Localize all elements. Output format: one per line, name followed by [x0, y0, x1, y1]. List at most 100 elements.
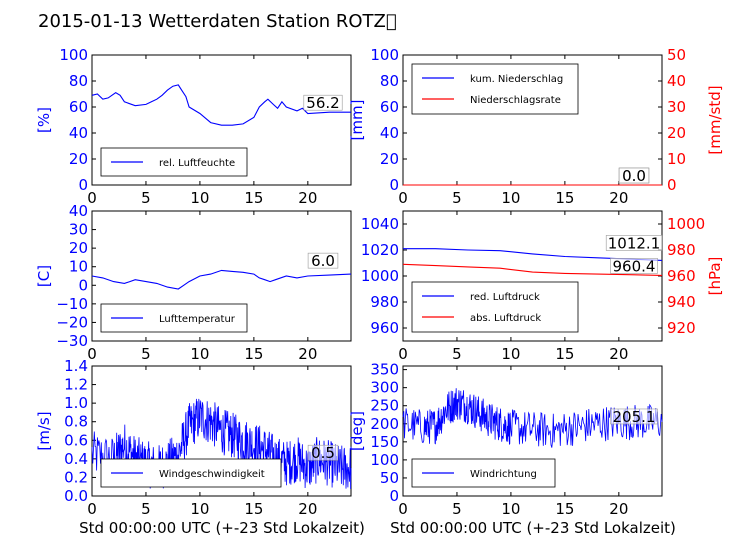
value-annotation: 205.1: [613, 408, 656, 426]
legend-entry: kum. Niederschlag: [470, 74, 563, 85]
y-tick-label: 40: [69, 202, 88, 220]
x-tick-label: 15: [555, 345, 574, 363]
legend-entry: Niederschlagsrate: [470, 95, 561, 106]
legend-entry: abs. Luftdruck: [470, 313, 541, 324]
y-tick-label: 10: [69, 258, 88, 276]
series-line-1: [91, 84, 351, 126]
y-tick-label: 1020: [361, 241, 399, 259]
x-tick-label: 15: [244, 345, 263, 363]
chart-title: 2015-01-13 Wetterdaten Station ROTZ : [38, 11, 397, 32]
legend-entry: Windrichtung: [470, 469, 537, 480]
x-tick-label: 0: [87, 345, 97, 363]
series-line-1: [91, 269, 352, 290]
y-tick-label: 1.4: [64, 357, 88, 375]
y-tick-label: 0.4: [64, 450, 88, 468]
value-annotation-box: [610, 408, 658, 425]
y-right-axis-label: [mm/std]: [706, 85, 724, 154]
y-tick-label: 40: [380, 124, 399, 142]
x-tick-label: 5: [452, 189, 462, 207]
y-tick-label: 20: [380, 150, 399, 168]
y-axis-label: [m/s]: [35, 411, 53, 450]
plot-frame-6: [402, 365, 663, 497]
y-tick-label: 20: [69, 150, 88, 168]
x-tick-label: 0: [398, 189, 408, 207]
x-tick-label: 10: [501, 189, 520, 207]
y-tick-label: 80: [69, 72, 88, 90]
y-axis-label: [C]: [35, 265, 53, 287]
x-tick-label: 15: [244, 500, 263, 518]
y-tick-label: 0.2: [64, 468, 88, 486]
x-tick-label: 15: [244, 189, 263, 207]
x-tick-label: 20: [298, 189, 317, 207]
plot-frame-1: [91, 54, 352, 186]
y-tick-label: 0: [389, 487, 399, 505]
y-tick-label: −20: [56, 313, 88, 331]
y-tick-label: 0.0: [64, 487, 88, 505]
x-tick-label: 20: [298, 500, 317, 518]
y-tick-label: 100: [370, 46, 399, 64]
y-right-tick-label: 50: [667, 46, 686, 64]
value-annotation: 56.2: [306, 94, 339, 112]
y-right-tick-label: 0: [667, 176, 677, 194]
y-tick-label: −30: [56, 332, 88, 350]
x-tick-label: 15: [555, 189, 574, 207]
y-tick-label: 960: [370, 319, 399, 337]
x-axis-label-left: Std 00:00:00 UTC (+-23 Std Lokalzeit): [79, 519, 365, 537]
x-tick-label: 10: [190, 189, 209, 207]
x-tick-label: 0: [398, 500, 408, 518]
value-annotation-right-box: [610, 258, 658, 274]
x-tick-label: 10: [501, 500, 520, 518]
y-tick-label: 1.0: [64, 394, 88, 412]
y-right-tick-label: 10: [667, 150, 686, 168]
series-line-1: [402, 388, 663, 448]
x-tick-label: 20: [609, 189, 628, 207]
x-axis-label-right: Std 00:00:00 UTC (+-23 Std Lokalzeit): [390, 519, 676, 537]
y-tick-label: 200: [370, 415, 399, 433]
y-right-tick-label: 30: [667, 98, 686, 116]
y-tick-label: 20: [69, 239, 88, 257]
value-annotation-box: [605, 235, 663, 251]
y-tick-label: 0: [389, 176, 399, 194]
y-tick-label: 0: [78, 176, 88, 194]
y-tick-label: 250: [370, 397, 399, 415]
x-tick-label: 10: [501, 345, 520, 363]
legend-entry: rel. Luftfeuchte: [159, 158, 235, 169]
y-tick-label: 350: [370, 361, 399, 379]
x-tick-label: 5: [452, 500, 462, 518]
x-tick-label: 20: [609, 500, 628, 518]
x-tick-label: 5: [141, 189, 151, 207]
y-tick-label: 30: [69, 221, 88, 239]
x-tick-label: 10: [190, 345, 209, 363]
y-tick-label: 300: [370, 379, 399, 397]
legend-entry: red. Luftdruck: [470, 292, 540, 303]
x-tick-label: 20: [298, 345, 317, 363]
y-tick-label: 80: [380, 72, 399, 90]
y-tick-label: 980: [370, 293, 399, 311]
x-tick-label: 5: [141, 500, 151, 518]
y-right-tick-label: 980: [667, 241, 696, 259]
value-annotation-right: 960.4: [613, 257, 656, 275]
series-line-1: [91, 398, 352, 490]
value-annotation-right-box: [618, 167, 650, 184]
y-tick-label: 60: [69, 98, 88, 116]
y-axis-label: [mm]: [348, 100, 366, 141]
y-axis-label: [%]: [35, 107, 53, 133]
y-tick-label: 0: [78, 276, 88, 294]
y-tick-label: 150: [370, 433, 399, 451]
plot-frame-5: [91, 365, 352, 497]
y-right-tick-label: 20: [667, 124, 686, 142]
x-tick-label: 0: [87, 500, 97, 518]
value-annotation-box: [307, 444, 339, 461]
y-tick-label: 50: [380, 469, 399, 487]
value-annotation: 6.0: [311, 252, 335, 270]
y-tick-label: 0.6: [64, 431, 88, 449]
y-tick-label: 60: [380, 98, 399, 116]
x-tick-label: 0: [398, 345, 408, 363]
x-tick-label: 20: [609, 345, 628, 363]
legend-entry: Windgeschwindigkeit: [159, 469, 265, 480]
x-tick-label: 5: [452, 345, 462, 363]
y-right-tick-label: 40: [667, 72, 686, 90]
x-tick-label: 10: [190, 500, 209, 518]
